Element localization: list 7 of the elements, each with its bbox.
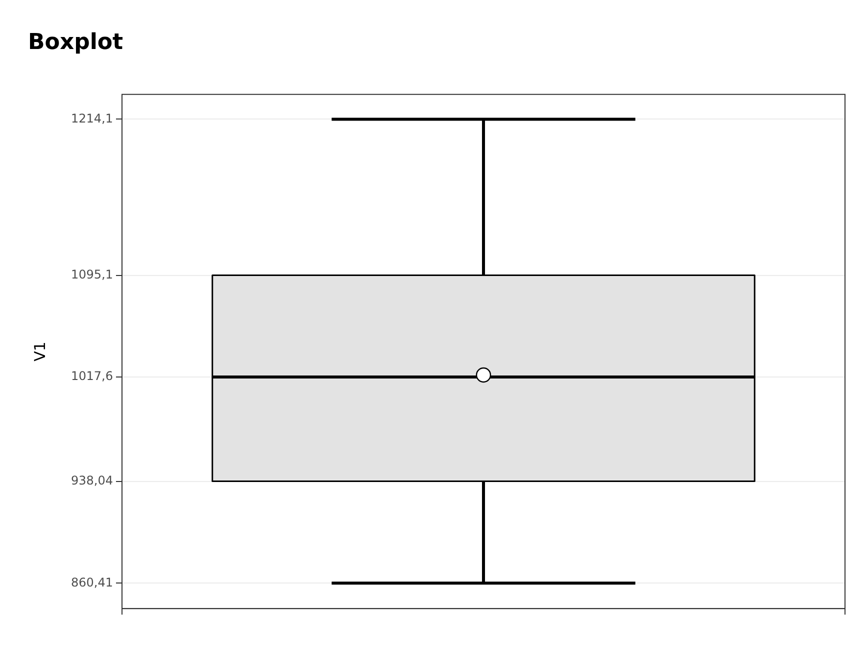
y-tick-label: 1214,1 <box>70 111 113 126</box>
y-tick-label: 1017,6 <box>70 369 113 384</box>
y-tick-label: 860,41 <box>70 575 113 590</box>
y-tick-label: 938,04 <box>70 473 113 488</box>
chart-title: Boxplot <box>28 30 124 55</box>
y-tick-label: 1095,1 <box>70 267 113 282</box>
y-axis-title: V1 <box>30 342 49 362</box>
